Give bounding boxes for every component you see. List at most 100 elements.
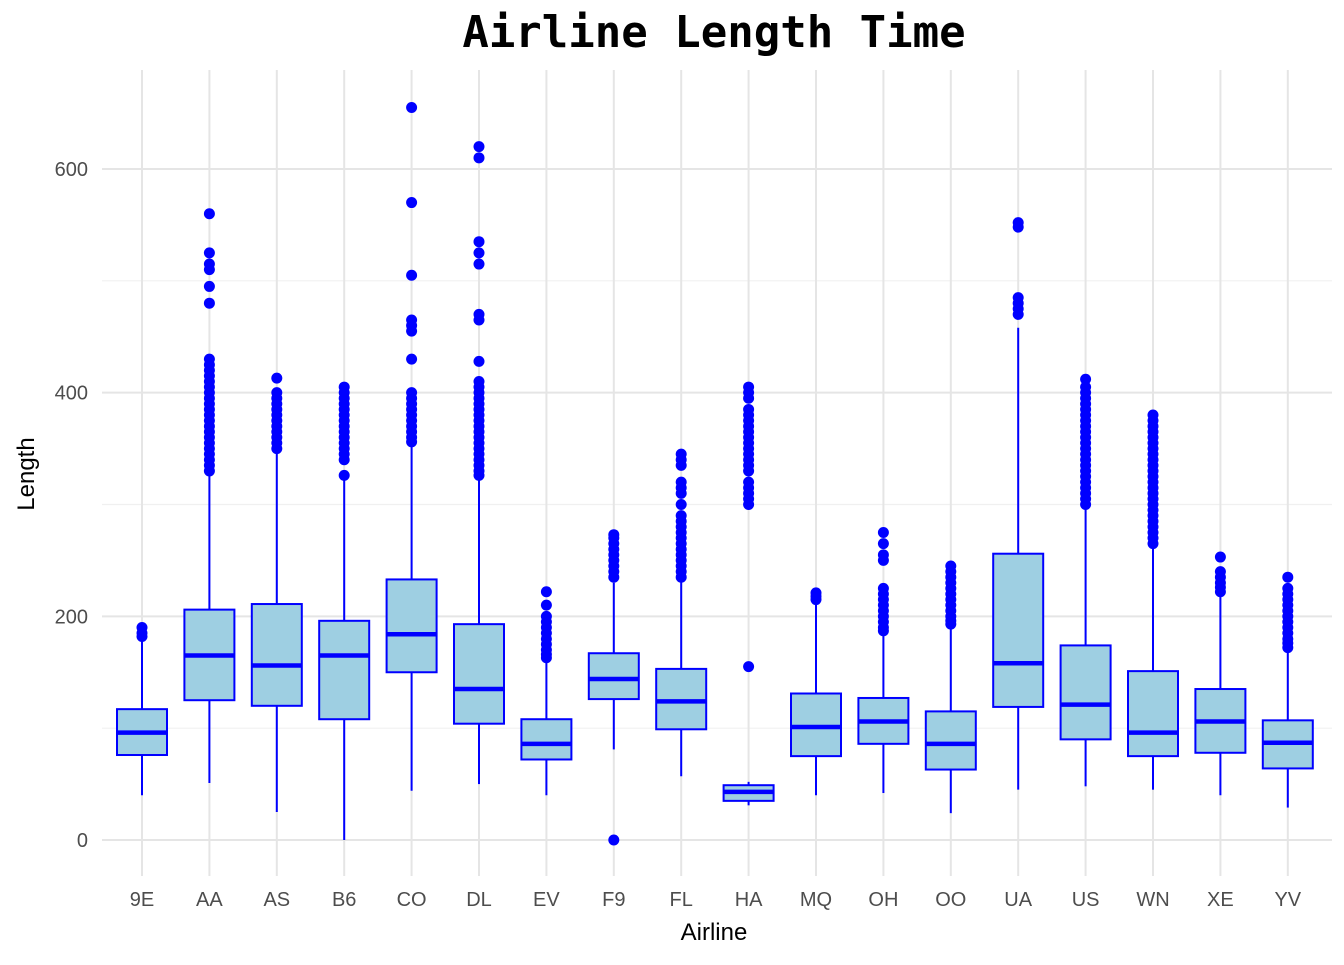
outlier-point [877,526,889,538]
outlier-point [675,448,687,460]
box-OH [857,526,910,794]
outlier-point [203,247,215,259]
outlier-point [406,387,418,399]
y-tick-label: 0 [77,830,88,852]
outlier-point [1214,551,1226,563]
outlier-point [203,353,215,365]
box-OO [924,560,977,814]
outlier-point [743,381,755,393]
x-tick-label: DL [466,889,492,911]
x-tick-label: US [1072,889,1100,911]
outlier-point [473,236,485,248]
box-9E [116,622,168,796]
outlier-point [540,599,552,611]
outlier-point [675,499,687,510]
box-US [1059,373,1112,787]
outlier-point [540,586,552,598]
iqr-box [992,552,1045,708]
outlier-point [271,387,283,399]
outlier-point [338,381,350,393]
y-tick-label: 200 [55,606,88,628]
outlier-point [203,280,215,292]
box-EV [520,586,573,796]
outlier-point [608,529,620,541]
outlier-point [1080,373,1092,385]
box-XE [1194,551,1247,796]
y-axis-ticks: 0 200 400 600 [55,159,88,852]
outlier-point [743,476,755,488]
x-tick-label: FL [670,889,693,911]
box-WN [1127,409,1179,790]
iqr-box [924,710,977,771]
y-tick-label: 400 [55,383,88,405]
iqr-box [453,623,505,725]
x-tick-label: WN [1136,889,1169,911]
outlier-point [203,258,215,270]
iqr-box [587,652,640,701]
x-tick-label: CO [397,889,427,911]
iqr-box [385,578,438,674]
outlier-point [675,510,687,522]
outlier-point [406,197,418,209]
box-AS [250,372,303,813]
outlier-point [473,308,485,320]
outlier-point [473,375,485,387]
x-tick-label: OO [935,889,966,911]
y-axis-title: Length [13,437,40,510]
box-YV [1261,571,1314,808]
outlier-point [406,353,418,365]
outlier-point [406,314,418,326]
outlier-point [1282,582,1294,594]
outlier-point [473,258,485,270]
x-tick-label: B6 [332,889,356,911]
outlier-point [810,587,822,599]
iqr-box [250,603,303,707]
outlier-point [1012,292,1024,304]
box-F9 [587,529,640,846]
outlier-point [877,582,889,594]
x-tick-label: AA [196,889,223,911]
iqr-box [520,718,573,761]
chart-title: Airline Length Time [462,7,965,58]
x-tick-label: HA [735,889,763,911]
box-FL [655,448,708,777]
x-tick-label: 9E [130,889,154,911]
outlier-point [608,834,620,846]
outlier-point [1214,566,1226,578]
x-tick-label: XE [1207,889,1234,911]
outlier-point [945,560,957,572]
outlier-point [406,269,418,281]
outlier-point [203,208,215,220]
box-MQ [790,587,842,796]
y-tick-label: 600 [55,159,88,181]
outlier-point [136,622,148,634]
x-tick-label: UA [1004,889,1032,911]
outlier-point [338,469,350,481]
iqr-box [318,619,371,721]
outlier-point [1282,571,1294,583]
box-AA [183,208,236,783]
x-tick-label: EV [533,889,560,911]
x-tick-label: OH [868,889,898,911]
x-tick-label: MQ [800,889,832,911]
x-axis-ticks: 9E AA AS B6 CO DL EV F9 FL HA MQ OH OO UA US WN XE YV [130,889,1302,911]
x-tick-label: YV [1274,889,1301,911]
outlier-point [271,372,283,384]
x-tick-label: F9 [602,889,625,911]
outlier-point [406,101,418,113]
box-B6 [318,381,371,840]
outlier-point [877,549,889,561]
outlier-point [743,661,755,673]
iqr-box [1127,670,1179,758]
box-HA [722,381,775,806]
box-UA [992,217,1045,790]
outlier-point [473,141,485,153]
outlier-point [203,297,215,309]
iqr-box [1059,644,1112,741]
x-tick-label: AS [263,889,290,911]
x-axis-title: Airline [681,919,748,946]
outlier-point [473,355,485,367]
outlier-point [540,610,552,622]
